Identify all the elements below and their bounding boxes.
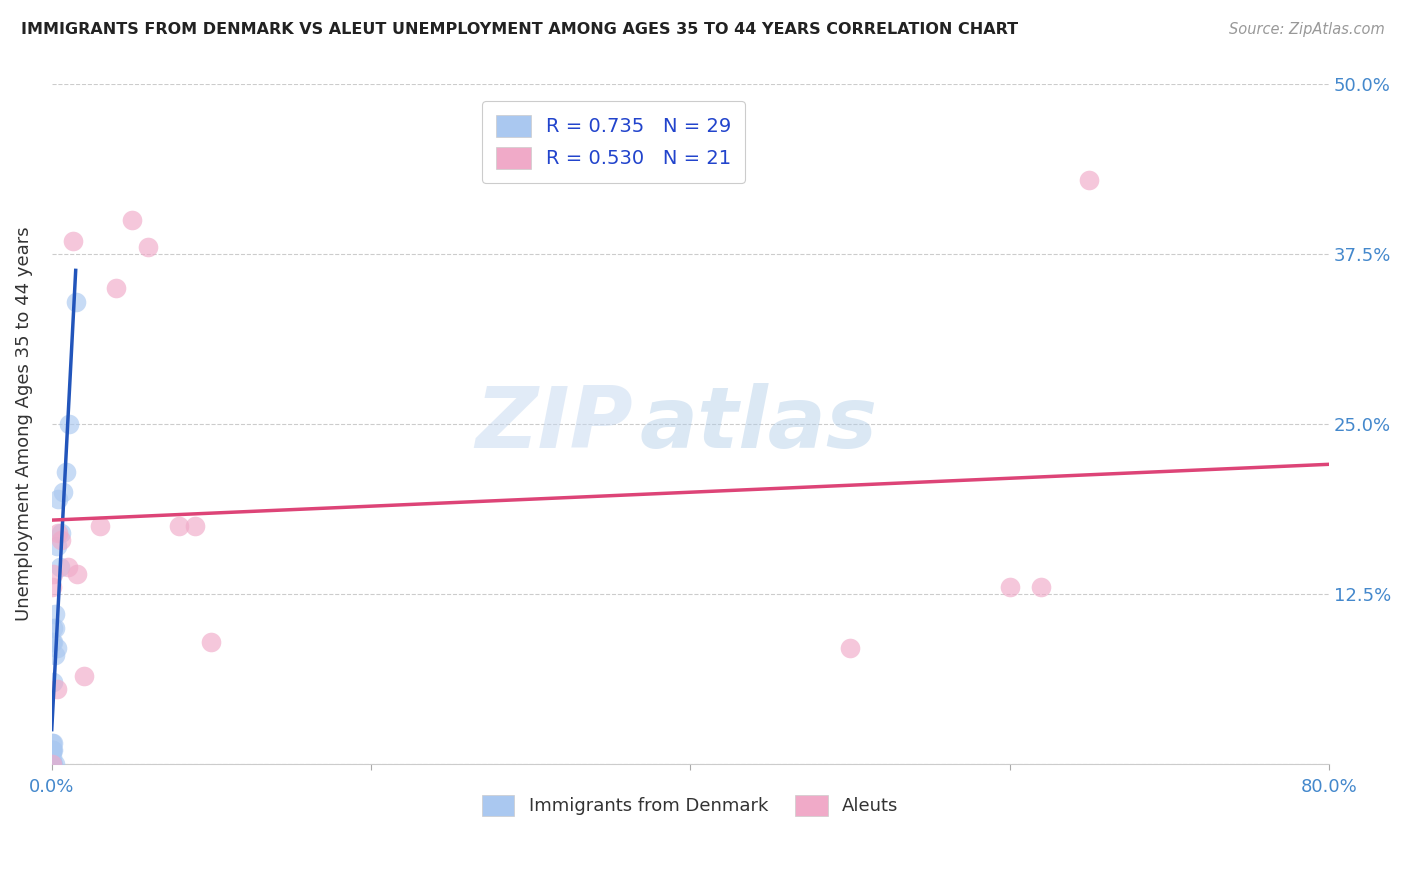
Point [42, 736, 65, 750]
Point [200, 634, 222, 648]
Point [45, 641, 67, 656]
Point [42, 621, 65, 635]
Point [41, 750, 63, 764]
Point [45, 540, 67, 554]
Point [51, 525, 73, 540]
Point [65, 294, 87, 309]
Point [169, 519, 191, 533]
Point [1031, 580, 1053, 594]
Point [42, 675, 65, 690]
Point [41, 580, 63, 594]
Point [66, 566, 89, 581]
Point [44, 621, 66, 635]
Point [41, 756, 63, 771]
Point [62, 234, 84, 248]
Legend: Immigrants from Denmark, Aleuts: Immigrants from Denmark, Aleuts [475, 788, 905, 822]
Point [46, 491, 69, 506]
Text: ZIP: ZIP [475, 383, 633, 466]
Y-axis label: Unemployment Among Ages 35 to 44 years: Unemployment Among Ages 35 to 44 years [15, 227, 32, 622]
Point [46, 525, 69, 540]
Point [998, 580, 1021, 594]
Point [58, 417, 80, 431]
Point [42, 756, 65, 771]
Point [41, 743, 63, 757]
Point [51, 533, 73, 547]
Point [121, 213, 143, 227]
Point [41, 743, 63, 757]
Point [41, 743, 63, 757]
Point [45, 682, 67, 697]
Point [56, 559, 79, 574]
Point [184, 519, 207, 533]
Point [42, 566, 65, 581]
Point [41, 634, 63, 648]
Point [42, 743, 65, 757]
Point [44, 756, 66, 771]
Point [48, 559, 70, 574]
Text: Source: ZipAtlas.com: Source: ZipAtlas.com [1229, 22, 1385, 37]
Point [104, 281, 127, 295]
Point [41, 756, 63, 771]
Text: IMMIGRANTS FROM DENMARK VS ALEUT UNEMPLOYMENT AMONG AGES 35 TO 44 YEARS CORRELAT: IMMIGRANTS FROM DENMARK VS ALEUT UNEMPLO… [21, 22, 1018, 37]
Point [42, 634, 65, 648]
Point [52, 485, 75, 500]
Point [838, 641, 860, 656]
Point [44, 648, 66, 662]
Point [1078, 172, 1101, 186]
Point [41, 756, 63, 771]
Point [89, 519, 111, 533]
Point [136, 240, 159, 254]
Point [73, 668, 96, 682]
Point [44, 607, 66, 622]
Point [55, 465, 77, 479]
Point [41, 756, 63, 771]
Point [41, 736, 63, 750]
Text: atlas: atlas [640, 383, 877, 466]
Point [41, 756, 63, 771]
